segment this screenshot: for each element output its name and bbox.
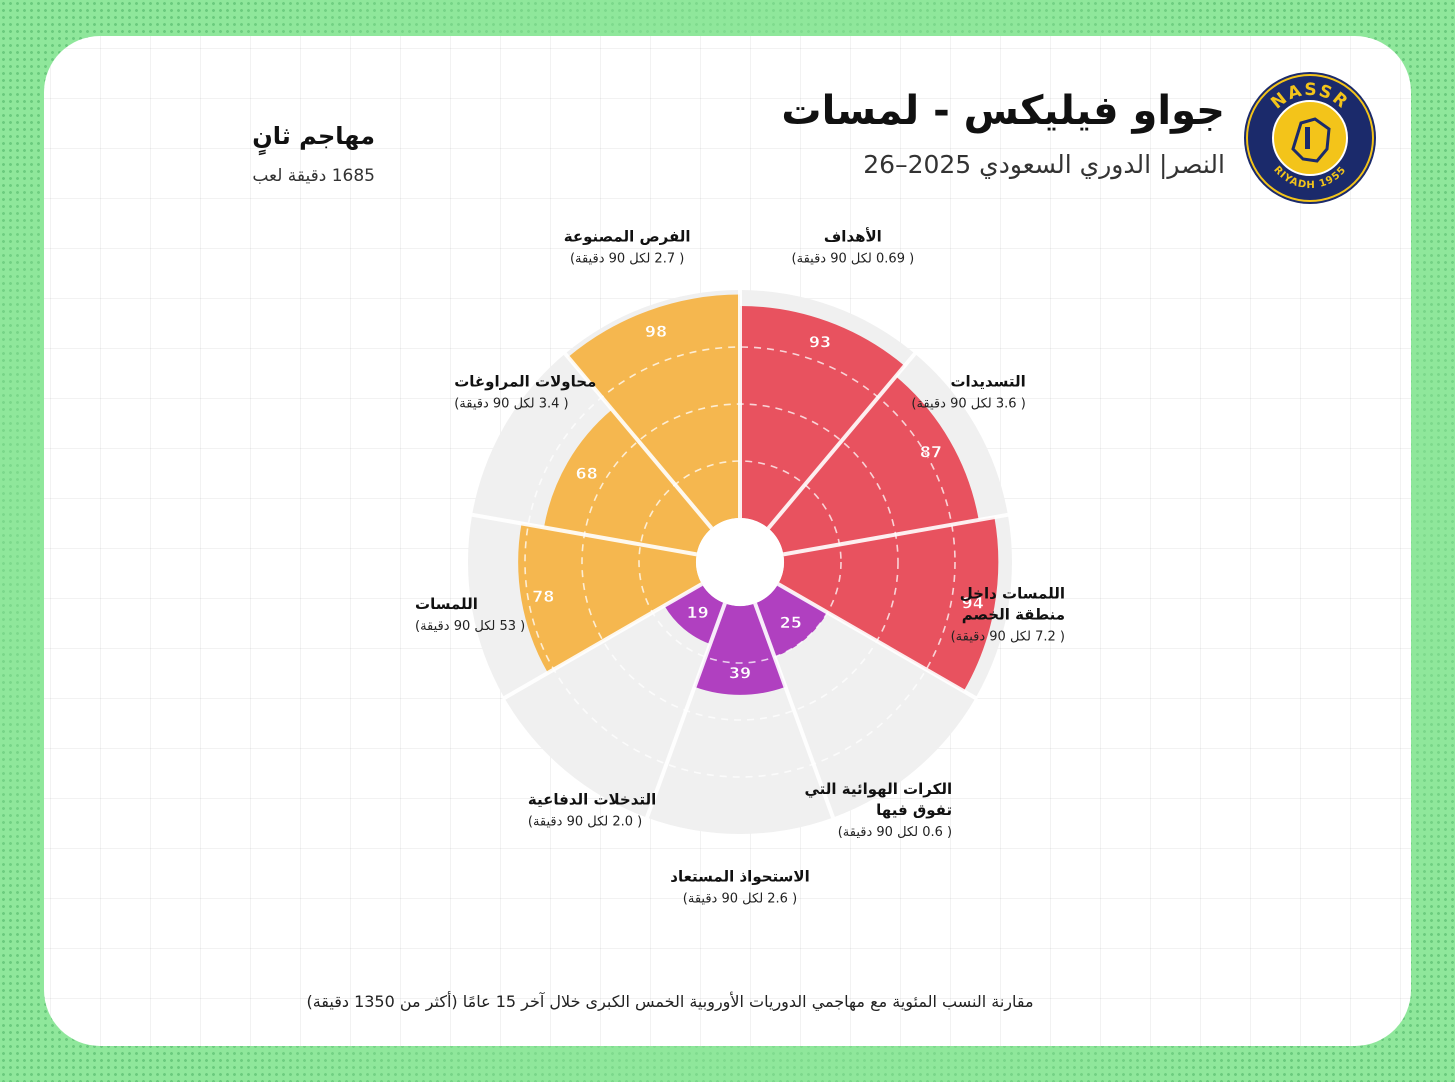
slice-label: التدخلات الدفاعية <box>528 790 656 808</box>
card <box>44 36 1411 1046</box>
value-label: 94 <box>962 594 984 613</box>
slice-separator <box>782 512 1011 557</box>
player-role: مهاجم ثانٍ <box>252 122 375 150</box>
value-label: 78 <box>532 587 554 606</box>
club-logo: NASSR RIYADH 1955 <box>1244 72 1376 204</box>
slice-bar <box>543 409 712 555</box>
slice-separator <box>766 350 918 530</box>
slice-label: اللمسات <box>415 595 478 613</box>
footnote: مقارنة النسب المئوية مع مهاجمي الدوريات … <box>306 992 1034 1011</box>
slice-background <box>755 584 976 818</box>
slice-label: اللمسات داخل <box>960 584 1065 602</box>
slice-label: الأهداف <box>824 227 882 245</box>
slice-per90: ( 2.0 لكل 90 دقيقة) <box>528 814 642 829</box>
slice-per90: ( 7.2 لكل 90 دقيقة) <box>951 629 1065 644</box>
slice-background <box>504 584 725 818</box>
slice-bar <box>778 517 999 692</box>
slice-label: الكرات الهوائية التي <box>804 780 952 798</box>
minutes-played: 1685 دقيقة لعب <box>252 166 375 186</box>
slice-label: التسديدات <box>950 373 1025 391</box>
slice-label: تفوق فيها <box>876 801 952 819</box>
value-label: 68 <box>576 464 598 483</box>
slice-background <box>646 603 834 834</box>
slice-label: محاولات المراوغات <box>454 373 596 391</box>
slice-separator <box>501 582 703 701</box>
value-label: 98 <box>645 322 667 341</box>
page-title: جواو فيليكس - لمسات <box>781 88 1225 134</box>
slice-per90: ( 3.6 لكل 90 دقيقة) <box>911 397 1025 412</box>
value-label: 19 <box>686 603 708 622</box>
slice-per90: ( 0.6 لكل 90 دقيقة) <box>838 825 952 840</box>
slice-bar <box>740 305 905 529</box>
value-label: 87 <box>920 442 942 461</box>
grid-ring <box>638 460 842 664</box>
map-icon <box>1291 117 1331 163</box>
slice-separator <box>562 350 714 530</box>
value-label: 39 <box>729 663 751 682</box>
slice-separator <box>753 602 836 821</box>
slice-per90: ( 53 لكل 90 دقيقة) <box>415 619 525 634</box>
page-subtitle: النصر| الدوري السعودي 2025–26 <box>863 150 1225 179</box>
sword-icon <box>1305 127 1310 149</box>
slice-label: الاستحواذ المستعاد <box>670 868 809 886</box>
slice-per90: ( 0.69 لكل 90 دقيقة) <box>792 251 915 266</box>
slice-separator <box>644 602 727 821</box>
slice-bar <box>518 523 702 673</box>
slice-per90: ( 2.7 لكل 90 دقيقة) <box>570 251 684 266</box>
value-label: 25 <box>780 613 802 632</box>
slice-per90: ( 2.6 لكل 90 دقيقة) <box>683 892 797 907</box>
value-label: 93 <box>809 333 831 352</box>
slice-per90: ( 3.4 لكل 90 دقيقة) <box>454 397 568 412</box>
chart-center <box>696 518 784 606</box>
grid-ring <box>524 346 956 778</box>
slice-label: الفرص المصنوعة <box>564 227 691 245</box>
slice-separator <box>469 512 698 557</box>
slice-bar <box>768 376 979 555</box>
slice-separator <box>777 582 979 701</box>
slice-label: منطقة الخصم <box>962 605 1065 623</box>
